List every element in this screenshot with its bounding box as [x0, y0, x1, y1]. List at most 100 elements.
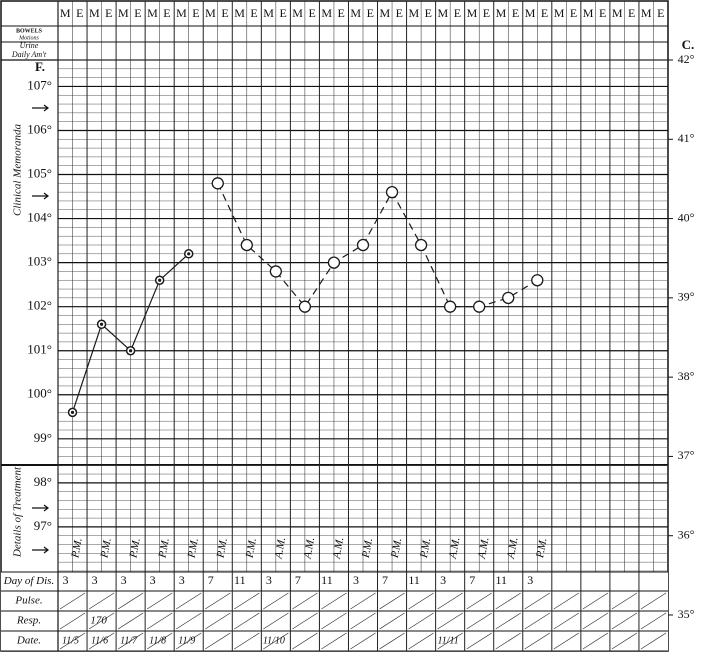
date-label: 11/6	[91, 635, 108, 646]
arrows	[32, 104, 49, 554]
column-label: M	[89, 6, 100, 20]
temperature-point	[356, 238, 370, 252]
column-label: M	[525, 6, 536, 20]
side-label: Clinical Memoranda	[12, 124, 24, 216]
temperature-point-center	[99, 322, 104, 326]
cell-slash	[59, 632, 86, 650]
urine-label: Urine	[20, 41, 39, 50]
cell-slash	[176, 592, 202, 610]
column-label: E	[105, 6, 112, 20]
day-label: 7	[469, 573, 475, 587]
day-label: 3	[150, 573, 156, 587]
cell-slash	[640, 612, 667, 630]
cell-slash	[205, 612, 231, 630]
temperature-point	[414, 238, 428, 252]
cell-slash	[59, 592, 86, 610]
column-label: E	[308, 6, 315, 20]
cell-slash	[582, 592, 609, 610]
cell-slash	[321, 612, 347, 630]
treatment-label: P.M.	[98, 537, 113, 560]
treatment-label: A.M.	[505, 536, 521, 560]
column-label: M	[118, 6, 129, 20]
day-label: 3	[353, 573, 359, 587]
cell-slash	[117, 592, 144, 610]
cell-slash	[379, 592, 405, 610]
cell-slash	[437, 612, 463, 630]
row-label: Pulse.	[14, 595, 42, 607]
treatment-label: A.M.	[447, 536, 463, 560]
cell-slash	[292, 632, 318, 650]
column-label: E	[250, 6, 257, 20]
column-label: M	[641, 6, 652, 20]
column-label: E	[628, 6, 635, 20]
column-label: M	[496, 6, 507, 20]
date-label: 11/10	[263, 635, 285, 646]
column-label: E	[657, 6, 664, 20]
cell-slash	[611, 612, 638, 630]
treatment-label: A.M.	[302, 536, 318, 560]
resp-label: 170	[90, 615, 107, 627]
date-label: 11/7	[120, 635, 138, 646]
motions-label: Motions	[18, 35, 39, 41]
y2-tick-label: 40°	[678, 210, 695, 224]
column-label: M	[554, 6, 565, 20]
treatment-label: P.M.	[214, 537, 229, 560]
cell-slash	[176, 612, 202, 630]
day-label: 3	[527, 573, 533, 587]
column-label: M	[379, 6, 390, 20]
date-label: 11/8	[149, 635, 166, 646]
y-tick-label: 104°	[27, 210, 52, 225]
cell-slash	[263, 632, 289, 650]
column-label: E	[454, 6, 461, 20]
cell-slash	[176, 632, 202, 650]
column-label: E	[367, 6, 374, 20]
treatment-label: P.M.	[534, 537, 549, 560]
column-label: E	[425, 6, 432, 20]
day-label: 11	[321, 573, 333, 587]
y-tick-label: 100°	[27, 386, 52, 401]
day-label: 3	[63, 573, 69, 587]
cell-slash	[117, 612, 144, 630]
column-label: M	[176, 6, 187, 20]
column-label: M	[408, 6, 419, 20]
y-tick-label: 97°	[34, 518, 52, 533]
column-label: E	[134, 6, 141, 20]
cell-slash	[234, 612, 260, 630]
cell-slash	[408, 592, 434, 610]
daily-label: Daily Am't	[11, 50, 47, 59]
row-label: Date.	[16, 635, 41, 647]
cell-slash	[495, 592, 521, 610]
cell-slash	[553, 632, 580, 650]
temperature-point-center	[187, 252, 191, 256]
date-label: 11/5	[62, 635, 79, 646]
row-label: Resp.	[16, 615, 41, 627]
treatment-label: P.M.	[418, 537, 433, 560]
temperature-point	[240, 238, 253, 252]
day-label: 3	[92, 573, 98, 587]
cell-slash	[495, 632, 521, 650]
column-label: M	[467, 6, 478, 20]
day-label: 7	[208, 573, 214, 587]
y2-tick-label: 36°	[678, 527, 695, 541]
cell-slash	[466, 592, 492, 610]
day-label: 7	[295, 573, 301, 587]
cell-slash	[205, 632, 231, 650]
cell-slash	[524, 592, 550, 610]
temperature-point-center	[158, 278, 162, 282]
treatment-label: P.M.	[69, 537, 84, 560]
cell-slash	[59, 612, 86, 630]
y2-tick-label: 38°	[678, 369, 695, 383]
cell-slash	[263, 592, 289, 610]
column-label: E	[221, 6, 228, 20]
y-tick-label: 106°	[27, 121, 52, 136]
y-tick-label: 101°	[27, 342, 52, 357]
treatment-label: P.M.	[389, 537, 404, 560]
temperature-point	[327, 256, 341, 269]
column-label: E	[541, 6, 548, 20]
column-label: E	[192, 6, 199, 20]
column-label: E	[163, 6, 170, 20]
cell-slash	[350, 612, 376, 630]
temperature-point	[269, 265, 283, 278]
cell-slash	[146, 592, 173, 610]
